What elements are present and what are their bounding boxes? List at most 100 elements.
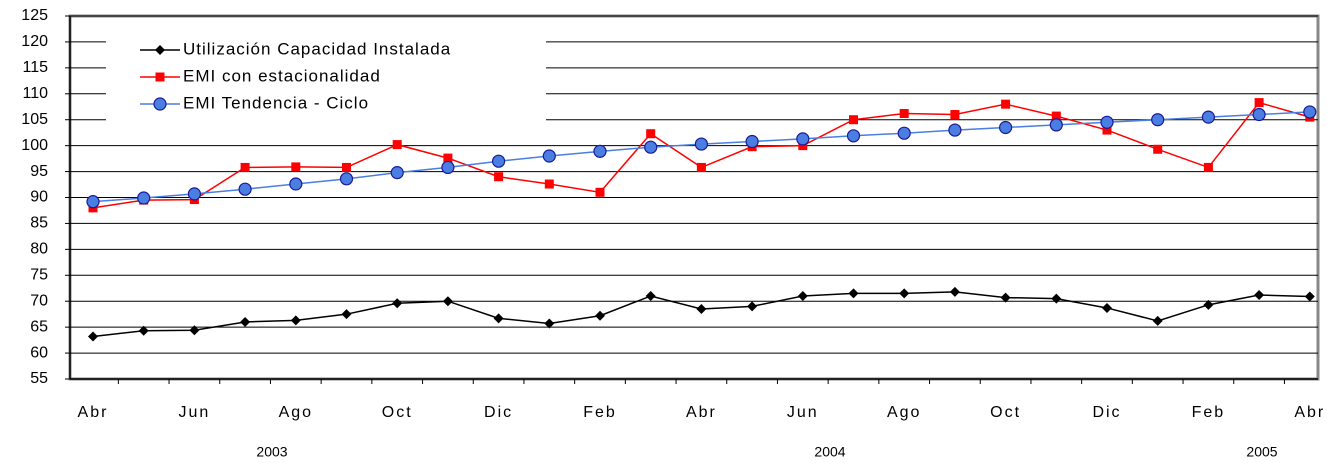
point	[645, 291, 656, 302]
legend	[106, 38, 546, 130]
point	[342, 162, 351, 172]
point	[1203, 162, 1213, 172]
y-tick-label: 60	[30, 344, 48, 361]
x-tick-label: Dic	[484, 404, 513, 421]
point	[289, 177, 303, 191]
y-tick-label: 85	[30, 215, 48, 232]
point	[798, 141, 808, 151]
y-tick-label: 75	[30, 267, 48, 284]
point	[1153, 144, 1163, 154]
point	[492, 154, 506, 168]
point	[694, 137, 709, 151]
y-tick-label: 110	[22, 85, 48, 102]
y-tick-label: 55	[30, 370, 48, 387]
year-label: 2005	[1246, 444, 1277, 460]
point	[137, 191, 151, 205]
point	[1151, 113, 1165, 127]
point	[797, 291, 808, 302]
point	[1252, 107, 1266, 122]
y-tick-label: 115	[22, 59, 48, 76]
x-tick-label: Jun	[179, 404, 211, 421]
point	[595, 187, 605, 197]
point	[187, 187, 201, 201]
y-tick-label: 90	[30, 189, 48, 206]
x-tick-label: Abr	[78, 404, 109, 421]
point	[1051, 293, 1062, 304]
point	[593, 144, 607, 158]
point	[290, 315, 301, 326]
point	[494, 172, 504, 182]
y-tick-label: 125	[21, 7, 48, 24]
legend-label: EMI con estacionalidad	[183, 66, 381, 85]
point	[745, 134, 759, 149]
point	[339, 172, 354, 186]
point	[138, 325, 149, 336]
point	[542, 149, 556, 163]
year-label: 2003	[256, 444, 287, 460]
point	[949, 286, 960, 297]
point	[595, 310, 605, 321]
point	[493, 313, 504, 324]
point	[998, 120, 1013, 135]
x-tick-label: Ago	[279, 404, 313, 421]
x-tick-label: Abr	[1294, 404, 1325, 421]
x-tick-label: Feb	[1192, 404, 1226, 421]
point	[846, 129, 861, 143]
y-tick-label: 65	[30, 318, 48, 335]
point	[950, 110, 960, 120]
point	[1000, 292, 1011, 303]
series-line	[92, 291, 1310, 338]
point	[1303, 105, 1317, 119]
x-tick-label: Abr	[686, 404, 717, 421]
x-tick-label: Oct	[990, 404, 1021, 421]
point	[948, 123, 962, 137]
x-tick-label: Feb	[583, 404, 617, 421]
point	[899, 288, 910, 299]
point	[1254, 98, 1264, 108]
legend-marker	[153, 97, 167, 111]
legend-label: EMI Tendencia - Ciclo	[183, 93, 369, 112]
y-tick-label: 105	[21, 111, 48, 128]
point	[390, 166, 404, 180]
point	[341, 309, 352, 320]
point	[1102, 302, 1112, 313]
point	[1051, 111, 1061, 121]
point	[1254, 289, 1265, 300]
point	[88, 331, 98, 342]
point	[1152, 315, 1163, 326]
y-tick-label: 95	[30, 163, 48, 180]
point	[696, 303, 707, 314]
point	[1304, 291, 1315, 302]
point	[696, 162, 706, 172]
y-tick-label: 70	[30, 292, 48, 309]
point	[1201, 110, 1216, 124]
x-tick-label: Ago	[887, 404, 921, 421]
point	[441, 160, 455, 175]
year-label: 2004	[814, 444, 845, 460]
legend-label: Utilización Capacidad Instalada	[183, 39, 451, 58]
point	[443, 153, 453, 163]
point	[796, 132, 810, 146]
point	[1049, 118, 1063, 132]
point	[240, 316, 251, 327]
x-tick-label: Jun	[787, 404, 819, 421]
x-tick-label: Oct	[382, 404, 413, 421]
y-tick-label: 100	[21, 137, 48, 154]
y-tick-label: 120	[21, 33, 48, 50]
point	[392, 140, 402, 150]
point	[240, 162, 250, 172]
point	[897, 126, 911, 140]
point	[1001, 99, 1011, 109]
point	[1102, 125, 1112, 135]
point	[392, 298, 403, 309]
x-tick-label: Dic	[1092, 404, 1121, 421]
point	[1100, 115, 1114, 129]
point	[849, 115, 858, 125]
y-tick-label: 80	[30, 241, 48, 258]
point	[544, 318, 555, 329]
point	[442, 296, 453, 307]
point	[189, 325, 200, 336]
point	[291, 162, 301, 172]
point	[646, 129, 656, 139]
